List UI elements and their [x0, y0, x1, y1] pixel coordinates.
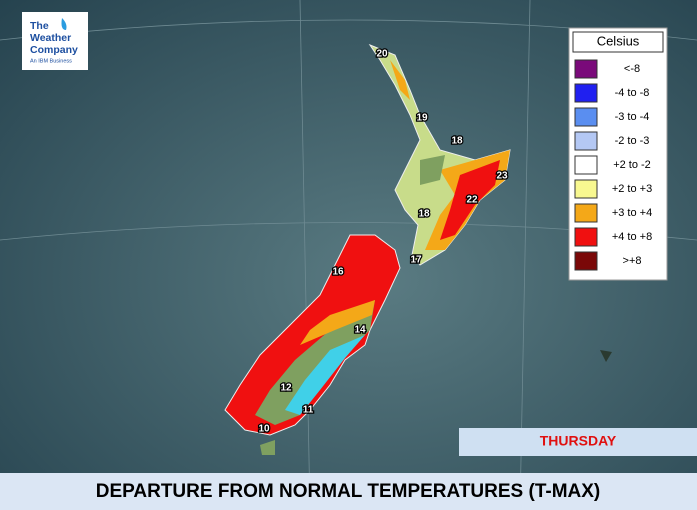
- legend-title: Celsius: [597, 33, 640, 48]
- hot-area: [440, 160, 500, 240]
- legend-label: <-8: [624, 63, 640, 75]
- logo-drop: [61, 18, 67, 30]
- temperature-label: 18: [418, 209, 430, 220]
- temperature-label: 16: [332, 267, 344, 278]
- temperature-label: 17: [410, 255, 422, 266]
- legend-title-box: [572, 31, 664, 53]
- terrain: [255, 300, 375, 425]
- stewart-island: [260, 440, 275, 455]
- legend-label: -2 to -3: [615, 135, 650, 147]
- legend-label: -4 to -8: [615, 87, 650, 99]
- chatham-islands: [600, 350, 612, 362]
- cool-area: [285, 335, 365, 415]
- logo-text: Weather: [30, 32, 71, 44]
- legend-swatch: [574, 227, 598, 247]
- temperature-label: 19: [416, 113, 428, 124]
- legend-swatch: [574, 179, 598, 199]
- warm-area: [390, 60, 410, 100]
- footer: [0, 473, 697, 510]
- north-island: [368, 43, 511, 266]
- warm-area: [300, 300, 375, 345]
- temperature-labels: 20 19 18 23 22 18 17 16 14 12 11 10: [257, 47, 509, 436]
- logo-box: [22, 12, 88, 70]
- temperature-label: 22: [466, 195, 478, 206]
- temperature-label: 12: [280, 383, 292, 394]
- legend-swatch: [574, 203, 598, 223]
- logo-tagline: An IBM Business: [30, 58, 72, 64]
- temperature-label: 10: [258, 424, 270, 435]
- terrain: [420, 155, 445, 185]
- legend-swatch: [574, 59, 598, 79]
- temperature-label: 11: [303, 405, 314, 416]
- legend-items: <-8 -4 to -8 -3 to -4 -2 to -3 +2 to -2 +2 to…: [574, 59, 652, 271]
- legend-swatch: [574, 155, 598, 175]
- legend-label: -3 to -4: [615, 111, 650, 123]
- temperature-label: 23: [496, 171, 508, 182]
- page-title: DEPARTURE FROM NORMAL TEMPERATURES (T-MA…: [96, 481, 601, 502]
- logo-text: Company: [30, 44, 78, 56]
- temperature-label: 18: [451, 136, 463, 147]
- legend-label: +3 to +4: [612, 207, 652, 219]
- legend-label: +2 to +3: [612, 183, 652, 195]
- legend-label: +4 to +8: [612, 231, 652, 243]
- legend-label: +2 to -2: [613, 159, 651, 171]
- logo-text: The: [30, 20, 49, 32]
- temperature-label: 20: [376, 49, 388, 60]
- temperature-label: 14: [354, 325, 366, 336]
- legend-swatch: [574, 107, 598, 127]
- day-banner: [459, 428, 697, 456]
- legend-label: >+8: [623, 255, 642, 267]
- legend-swatch: [574, 83, 598, 103]
- day-label: THURSDAY: [540, 433, 617, 449]
- legend-swatch: [574, 131, 598, 151]
- legend-swatch: [574, 251, 598, 271]
